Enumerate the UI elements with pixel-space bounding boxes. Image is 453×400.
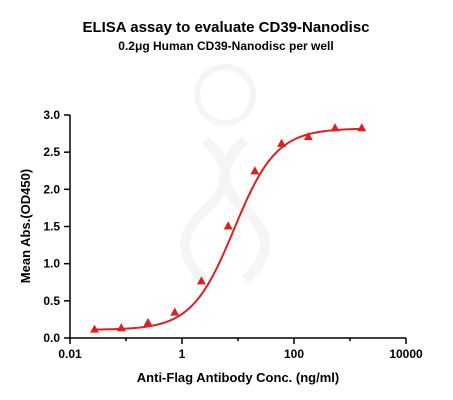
data-point [90,324,100,333]
data-point [116,323,126,332]
data-point [196,276,206,285]
x-tick-label: 0.01 [58,347,82,361]
data-point [223,221,233,230]
y-tick-label: 2.5 [43,145,60,159]
x-tick-label: 10000 [389,347,423,361]
data-point [357,123,367,132]
fit-curve-layer [94,127,362,331]
data-point [277,138,287,147]
x-axis-label: Anti-Flag Antibody Conc. (ng/ml) [137,370,339,385]
data-point [250,166,260,175]
chart-subtitle: 0.2μg Human CD39-Nanodisc per well [118,39,333,53]
chart-title: ELISA assay to evaluate CD39-Nanodisc [82,19,369,36]
y-tick-label: 1.0 [43,257,60,271]
y-tick-label: 2.0 [43,182,60,196]
y-axis-label: Mean Abs.(OD450) [18,169,33,283]
y-tick-label: 0.5 [43,294,60,308]
y-tick-label: 1.5 [43,220,60,234]
fit-curve [94,127,362,331]
y-tick-label: 3.0 [43,108,60,122]
x-tick-label: 100 [284,347,304,361]
data-point [170,307,180,316]
data-points-layer [90,123,367,333]
data-point [143,317,153,326]
x-axis-ticks: 0.01 1 100 10000 [58,338,423,361]
data-point [303,132,313,141]
data-point [330,123,340,132]
y-axis-ticks: 0.0 0.5 1.0 1.5 2.0 2.5 3.0 [43,108,70,345]
x-tick-label: 1 [179,347,186,361]
y-tick-label: 0.0 [43,331,60,345]
watermark-logo [180,64,270,284]
